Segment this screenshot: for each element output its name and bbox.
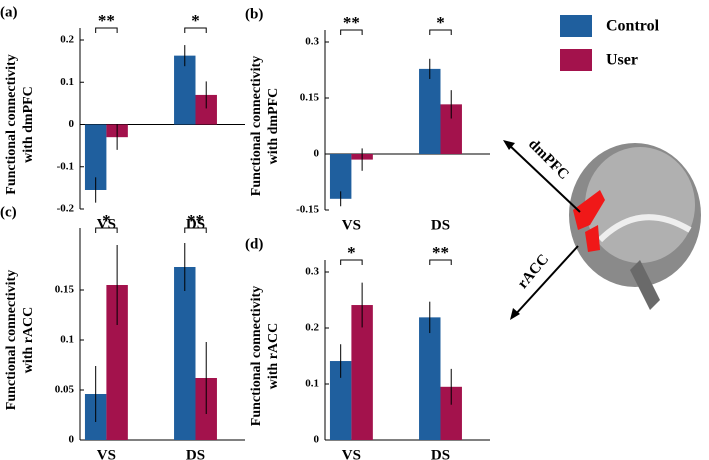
significance-bracket <box>340 29 363 35</box>
significance-label: ** <box>343 13 360 32</box>
y-axis-label: Functional connectivity <box>249 56 264 196</box>
y-tick-label: 0.2 <box>60 34 74 46</box>
y-tick-label: 0 <box>69 434 75 446</box>
x-tick-label: VS <box>342 447 361 460</box>
y-tick-label: -0.15 <box>296 204 319 216</box>
y-tick-label: -0.1 <box>57 160 74 172</box>
dmpfc-region <box>573 190 605 230</box>
y-axis-label: with dmPFC <box>21 86 36 163</box>
brainstem <box>630 260 660 310</box>
x-tick-label: DS <box>431 447 450 460</box>
bar <box>106 285 128 440</box>
significance-bracket <box>429 259 452 265</box>
bar <box>440 104 462 154</box>
bar <box>329 361 352 440</box>
arrow-head <box>503 140 515 150</box>
y-tick-label: 0.15 <box>300 92 320 104</box>
bar <box>329 154 352 199</box>
significance-label: ** <box>432 243 449 262</box>
y-axis-label: with rACC <box>21 307 36 374</box>
brain-label: rACC <box>515 251 552 291</box>
y-axis-label: Functional connectivity <box>4 270 19 410</box>
arrow <box>513 245 579 317</box>
y-tick-label: 0 <box>69 118 75 130</box>
significance-label: * <box>102 211 111 230</box>
significance-label: * <box>436 13 445 32</box>
brain: dmPFC rACC <box>503 136 701 320</box>
panel-label: (b) <box>245 6 263 22</box>
legend-swatch <box>560 49 592 71</box>
arrow <box>507 143 581 213</box>
panel-label: (d) <box>245 236 263 252</box>
arrow-head <box>510 308 520 320</box>
x-tick-label: DS <box>431 217 450 233</box>
y-tick-label: 0.1 <box>60 76 74 88</box>
y-tick-label: 0.1 <box>305 378 319 390</box>
brain-inner <box>585 147 695 263</box>
legend-label: Control <box>606 18 660 35</box>
y-tick-label: 0.15 <box>55 284 75 296</box>
significance-bracket <box>429 29 452 35</box>
panel-label: (c) <box>0 204 17 220</box>
y-tick-label: 0.2 <box>305 322 319 334</box>
y-tick-label: 0 <box>314 434 320 446</box>
significance-label: * <box>191 11 200 30</box>
y-axis-label: with dmPFC <box>266 88 281 165</box>
bar <box>419 317 441 440</box>
y-tick-label: 0.3 <box>305 36 319 48</box>
x-tick-label: VS <box>342 217 361 233</box>
bar <box>195 94 217 125</box>
significance-bracket <box>184 27 207 33</box>
bar <box>419 68 441 154</box>
y-tick-label: 0 <box>314 148 320 160</box>
x-tick-label: VS <box>97 447 116 460</box>
significance-bracket <box>340 259 363 265</box>
significance-label: ** <box>98 11 115 30</box>
significance-label: ** <box>187 211 204 230</box>
bar <box>351 305 373 440</box>
bar <box>440 386 462 440</box>
y-axis-label: with rACC <box>266 323 281 390</box>
significance-label: * <box>347 243 356 262</box>
y-tick-label: 0.3 <box>305 266 319 278</box>
brain-label: dmPFC <box>525 136 572 183</box>
legend-swatch <box>560 15 592 37</box>
y-tick-label: -0.2 <box>57 203 75 215</box>
y-tick-label: 0.05 <box>55 384 75 396</box>
racc-region <box>585 225 600 252</box>
corpus-callosum <box>597 214 692 243</box>
bar <box>174 55 196 125</box>
significance-bracket <box>95 227 118 233</box>
y-axis-label: Functional connectivity <box>4 54 19 194</box>
bar <box>84 124 107 190</box>
x-tick-label: DS <box>186 447 205 460</box>
y-axis-label: Functional connectivity <box>249 286 264 426</box>
y-tick-label: 0.1 <box>60 334 74 346</box>
significance-bracket <box>184 227 207 233</box>
significance-bracket <box>95 27 118 33</box>
legend-label: User <box>606 52 638 69</box>
bar <box>174 267 196 440</box>
panel-label: (a) <box>0 4 18 20</box>
